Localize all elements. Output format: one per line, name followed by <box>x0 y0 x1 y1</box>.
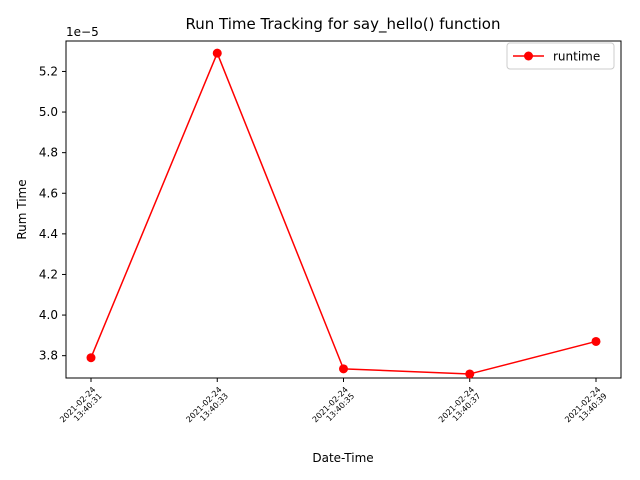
chart-title: Run Time Tracking for say_hello() functi… <box>186 15 501 34</box>
data-point <box>465 369 475 379</box>
legend-marker-swatch <box>524 51 533 61</box>
y-offset-text: 1e−5 <box>66 25 99 39</box>
legend-box <box>506 42 615 70</box>
y-tick-label: 4.0 <box>39 308 58 322</box>
y-axis-label: Rum Time <box>15 179 29 239</box>
legend: runtime <box>506 42 615 70</box>
y-tick-label: 4.8 <box>39 146 58 160</box>
y-tick-label: 5.2 <box>39 64 58 78</box>
y-tick-label: 3.8 <box>39 349 58 363</box>
data-point <box>591 336 601 346</box>
y-tick-label: 4.2 <box>39 267 58 281</box>
legend-entry-runtime: runtime <box>553 50 600 64</box>
data-point <box>339 364 348 374</box>
data-point <box>212 48 222 58</box>
x-axis-label: Date-Time <box>312 451 373 465</box>
y-tick-label: 4.6 <box>39 186 58 200</box>
data-point <box>86 353 96 363</box>
y-tick-label: 5.0 <box>39 105 58 119</box>
y-tick-label: 4.4 <box>39 227 58 241</box>
